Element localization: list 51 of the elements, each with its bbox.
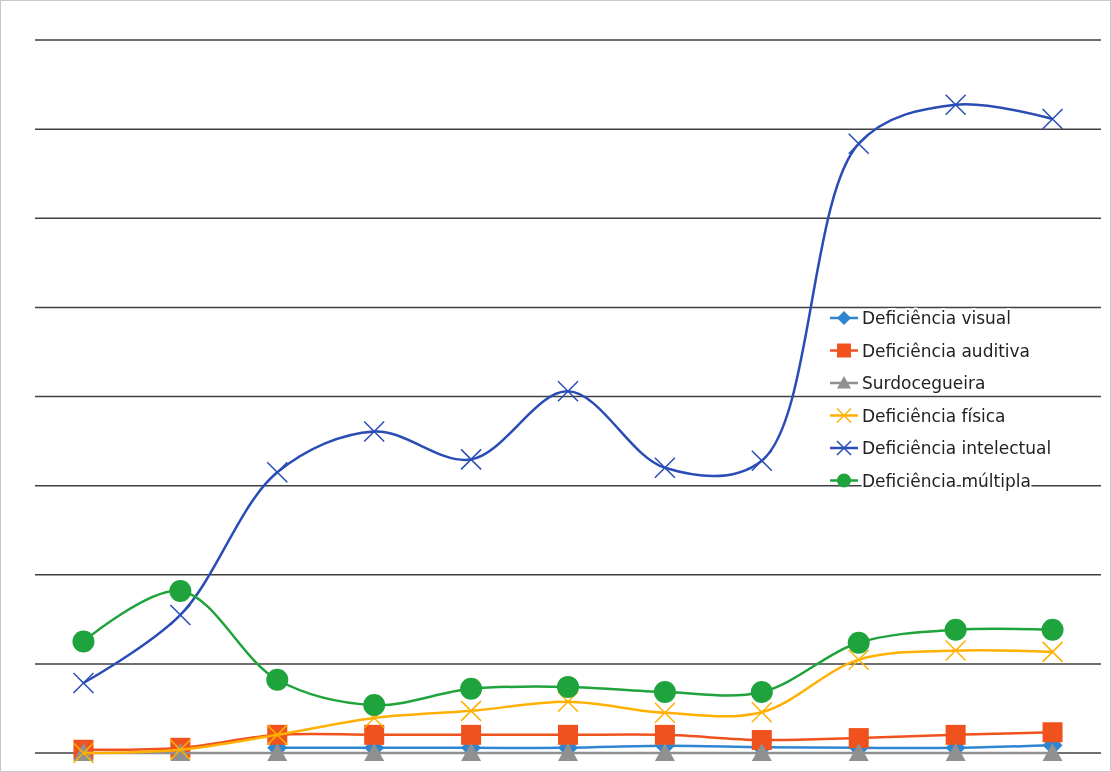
legend-label: Deficiência visual: [862, 308, 1012, 328]
point: [557, 675, 579, 698]
point: [751, 730, 772, 751]
point: [944, 94, 967, 116]
point: [557, 380, 579, 403]
point: [267, 743, 288, 761]
point: [848, 728, 869, 749]
point: [558, 743, 578, 761]
legend-label: Surdocegueira: [862, 373, 986, 393]
legend-label: Deficiência auditiva: [862, 340, 1031, 361]
point: [364, 743, 385, 761]
point: [654, 743, 675, 761]
point: [848, 743, 869, 761]
point: [1041, 108, 1064, 130]
point: [847, 648, 870, 671]
point: [558, 724, 578, 745]
point: [944, 618, 967, 641]
point: [169, 604, 192, 626]
point: [460, 448, 482, 471]
point: [266, 668, 289, 691]
point: [1042, 743, 1063, 761]
point: [461, 724, 482, 745]
point: [847, 631, 870, 654]
point: [1041, 641, 1064, 663]
point: [945, 724, 966, 745]
point: [654, 457, 676, 479]
point: [654, 724, 675, 745]
point: [1041, 618, 1064, 641]
point: [266, 461, 289, 484]
point: [461, 743, 482, 761]
point: [654, 702, 676, 724]
point: [363, 694, 386, 717]
point: [653, 681, 676, 704]
point: [945, 743, 966, 761]
point: [460, 677, 483, 700]
point: [751, 701, 773, 723]
point: [364, 724, 385, 745]
legend-label: Deficiência intelectual: [862, 438, 1052, 458]
point: [72, 672, 95, 694]
point: [72, 630, 95, 653]
point: [751, 449, 773, 472]
point: [750, 681, 773, 704]
point: [944, 639, 967, 662]
point: [169, 579, 192, 602]
point: [363, 420, 385, 443]
point: [847, 132, 870, 155]
point: [1042, 722, 1063, 743]
point: [557, 691, 579, 713]
legend-label: Deficiência física: [862, 405, 1006, 426]
point: [460, 700, 482, 722]
point: [751, 743, 772, 761]
